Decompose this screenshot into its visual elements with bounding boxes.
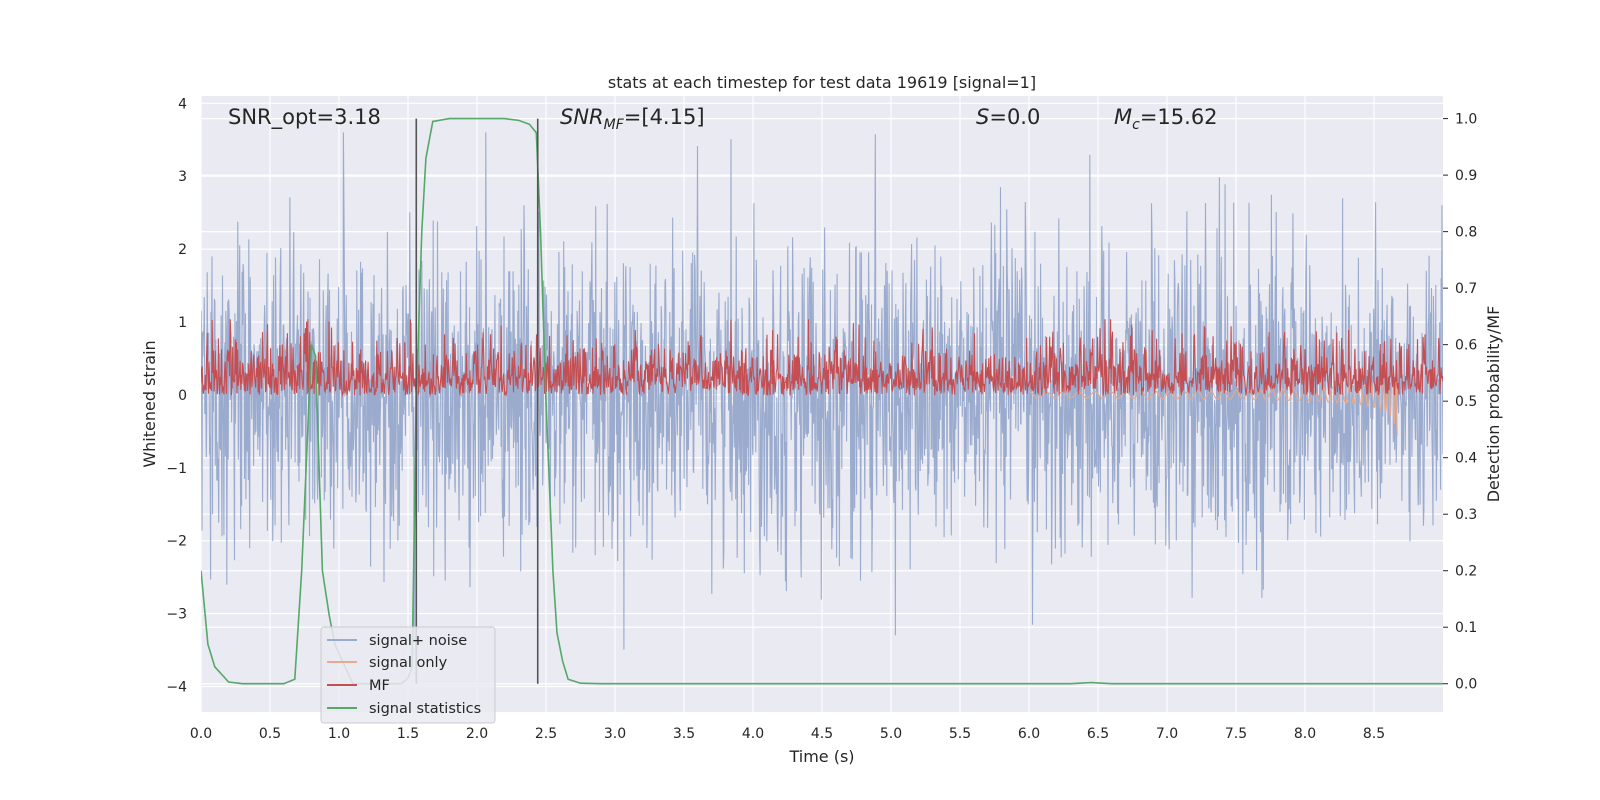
legend-box bbox=[320, 626, 496, 724]
y-tick-label: 4 bbox=[178, 96, 187, 112]
legend-label-signal-noise: signal+ noise bbox=[369, 633, 467, 649]
y2-tick-label: 1.0 bbox=[1455, 112, 1477, 128]
x-tick-label: 2.0 bbox=[466, 726, 488, 742]
x-tick-label: 8.0 bbox=[1294, 726, 1316, 742]
y-tick-label: −3 bbox=[166, 607, 187, 623]
y2-tick-label: 0.4 bbox=[1455, 451, 1477, 467]
series-signal-only bbox=[1028, 360, 1398, 437]
series-signal-statistics bbox=[201, 117, 1443, 685]
x-tick-label: 3.5 bbox=[673, 726, 695, 742]
annotation-snr-mf: SNRMF=[4.15] bbox=[560, 105, 705, 133]
x-tick-label: 0.5 bbox=[259, 726, 281, 742]
chart-title: stats at each timestep for test data 196… bbox=[608, 73, 1036, 92]
y-axis-label: Whitened strain bbox=[140, 340, 159, 467]
legend-label-signal-only: signal only bbox=[369, 655, 448, 671]
x-tick-label: 4.5 bbox=[811, 726, 833, 742]
series-layer bbox=[201, 117, 1443, 685]
legend-label-mf: MF bbox=[369, 678, 390, 694]
x-tick-label: 7.5 bbox=[1225, 726, 1247, 742]
y2-tick-label: 0.2 bbox=[1455, 564, 1477, 580]
y2-tick-label: 0.3 bbox=[1455, 507, 1477, 523]
y-tick-label: 0 bbox=[178, 388, 187, 404]
x-tick-label: 8.5 bbox=[1363, 726, 1385, 742]
y2-tick-label: 0.5 bbox=[1455, 394, 1477, 410]
annotation-s-stat: S=0.0 bbox=[976, 105, 1040, 129]
x-tick-label: 4.0 bbox=[742, 726, 764, 742]
legend-label-signal-statistics: signal statistics bbox=[369, 701, 481, 717]
annotation-chirp-mass: Mc=15.62 bbox=[1114, 105, 1218, 133]
y-tick-label: 3 bbox=[178, 169, 187, 185]
x-tick-label: 6.5 bbox=[1087, 726, 1109, 742]
ticks: 0.0 0.5 1.0 1.5 2.0 2.5 3.0 3.5 4.0 4.5 5.0 5.5 6.0 6… bbox=[166, 96, 1477, 742]
y2-tick-label: 0.8 bbox=[1455, 225, 1477, 241]
x-tick-label: 5.0 bbox=[880, 726, 902, 742]
x-tick-label: 7.0 bbox=[1156, 726, 1178, 742]
y-tick-label: 2 bbox=[178, 242, 187, 258]
y-tick-label: 1 bbox=[178, 315, 187, 331]
x-tick-label: 6.0 bbox=[1018, 726, 1040, 742]
y2-tick-label: 0.0 bbox=[1455, 677, 1477, 693]
y2-tick-label: 0.6 bbox=[1455, 338, 1477, 354]
annotation-snr-opt: SNR_opt=3.18 bbox=[228, 105, 381, 130]
y-tick-label: −4 bbox=[166, 679, 187, 695]
x-tick-label: 2.5 bbox=[535, 726, 557, 742]
y2-tick-label: 0.9 bbox=[1455, 168, 1477, 184]
x-tick-label: 5.5 bbox=[949, 726, 971, 742]
legend: signal+ noise signal only MF signal stat… bbox=[320, 626, 496, 724]
y2-tick-label: 0.1 bbox=[1455, 620, 1477, 636]
y2-tick-label: 0.7 bbox=[1455, 281, 1477, 297]
y2-axis-label: Detection probability/MF bbox=[1484, 306, 1503, 503]
series-mf bbox=[201, 319, 1443, 397]
x-axis-label: Time (s) bbox=[788, 747, 854, 766]
x-tick-label: 3.0 bbox=[604, 726, 626, 742]
vertical-lines bbox=[415, 118, 539, 684]
x-tick-label: 1.0 bbox=[328, 726, 350, 742]
y-tick-label: −1 bbox=[166, 461, 187, 477]
x-tick-label: 0.0 bbox=[190, 726, 212, 742]
y-tick-label: −2 bbox=[166, 534, 187, 550]
x-tick-label: 1.5 bbox=[397, 726, 419, 742]
